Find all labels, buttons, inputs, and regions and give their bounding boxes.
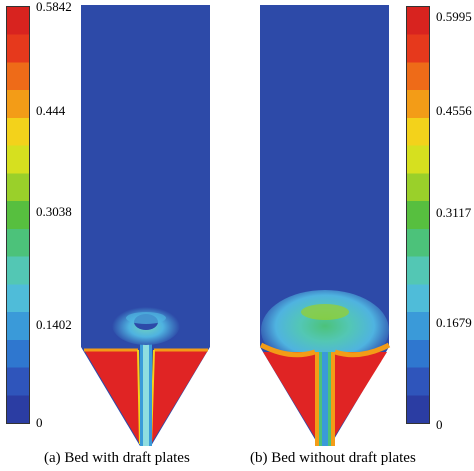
left-panel-caption: (a) Bed with draft plates (44, 450, 190, 466)
right-colorbar-max-label: 0.5995 (436, 9, 472, 24)
left-colorbar-max-label: 0.5842 (36, 0, 72, 14)
left-colorbar (6, 6, 30, 424)
right-colorbar (406, 6, 430, 424)
left-colorbar-min-label: 0 (36, 415, 43, 430)
right-colorbar-label-4: 0.1679 (436, 315, 472, 330)
left-colorbar-label-4: 0.1402 (36, 317, 72, 332)
right-colorbar-label-3: 0.3117 (436, 205, 472, 220)
bed-without-draft-plates-contour (259, 5, 391, 446)
right-colorbar-min-label: 0 (436, 417, 443, 432)
bed-with-draft-plates-contour (81, 5, 210, 446)
right-colorbar-label-2: 0.4556 (436, 103, 472, 118)
left-colorbar-label-2: 0.444 (36, 103, 66, 118)
right-panel-caption: (b) Bed without draft plates (250, 450, 416, 466)
left-colorbar-label-3: 0.3038 (36, 204, 72, 219)
